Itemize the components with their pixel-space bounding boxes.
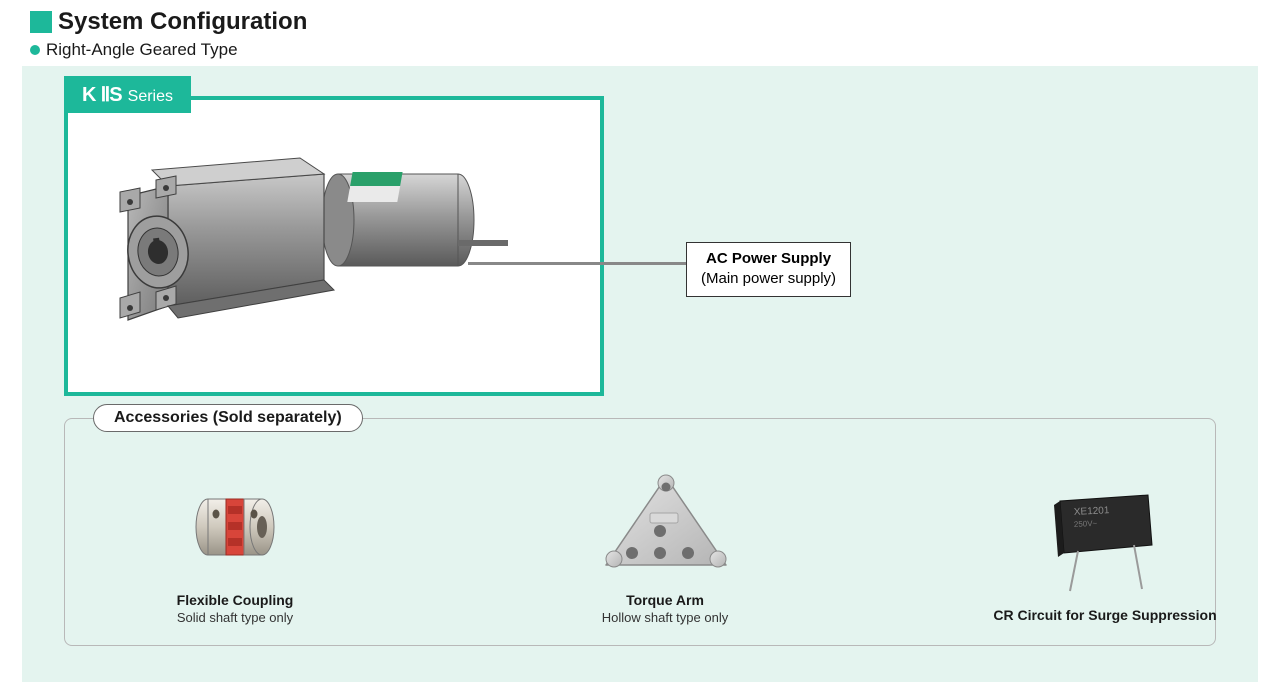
accessories-box: Accessories (Sold separately)	[64, 418, 1216, 646]
accessories-tab: Accessories (Sold separately)	[93, 404, 363, 432]
acc-sub-1: Hollow shaft type only	[602, 610, 728, 625]
page-title: System Configuration	[58, 8, 307, 36]
series-k: K	[82, 84, 96, 107]
series-label: Series	[128, 88, 173, 106]
series-two: ⅡS	[100, 82, 121, 107]
acc-title-0: Flexible Coupling	[177, 592, 294, 608]
accessories-row: Flexible Coupling Solid shaft type only	[65, 419, 1215, 645]
accessory-flexible-coupling: Flexible Coupling Solid shaft type only	[85, 472, 385, 625]
connector-line	[468, 262, 690, 265]
flexible-coupling-icon	[180, 472, 290, 582]
accessory-cr-circuit: XE1201 250V~ CR Circuit for Surge Suppre…	[925, 487, 1280, 625]
page-header: System Configuration	[0, 0, 1280, 36]
svg-text:250V~: 250V~	[1074, 519, 1098, 529]
series-tab: KⅡS Series	[64, 76, 191, 113]
acc-title-2: CR Circuit for Surge Suppression	[993, 607, 1216, 623]
header-square-icon	[30, 11, 52, 33]
subheader-text: Right-Angle Geared Type	[46, 40, 238, 60]
power-line2: (Main power supply)	[701, 269, 836, 289]
svg-text:XE1201: XE1201	[1074, 505, 1111, 518]
torque-arm-icon	[590, 472, 740, 582]
accessory-torque-arm: Torque Arm Hollow shaft type only	[505, 472, 825, 625]
page-subheader: Right-Angle Geared Type	[0, 36, 1280, 66]
power-line1: AC Power Supply	[701, 249, 836, 269]
ac-power-supply-box: AC Power Supply (Main power supply)	[686, 242, 851, 297]
subheader-dot-icon	[30, 45, 40, 55]
acc-title-1: Torque Arm	[626, 592, 704, 608]
motor-illustration	[98, 130, 518, 370]
cr-circuit-icon: XE1201 250V~	[1030, 487, 1180, 597]
series-box: KⅡS Series	[64, 96, 604, 396]
acc-sub-0: Solid shaft type only	[177, 610, 293, 625]
main-panel: KⅡS Series	[22, 66, 1258, 682]
